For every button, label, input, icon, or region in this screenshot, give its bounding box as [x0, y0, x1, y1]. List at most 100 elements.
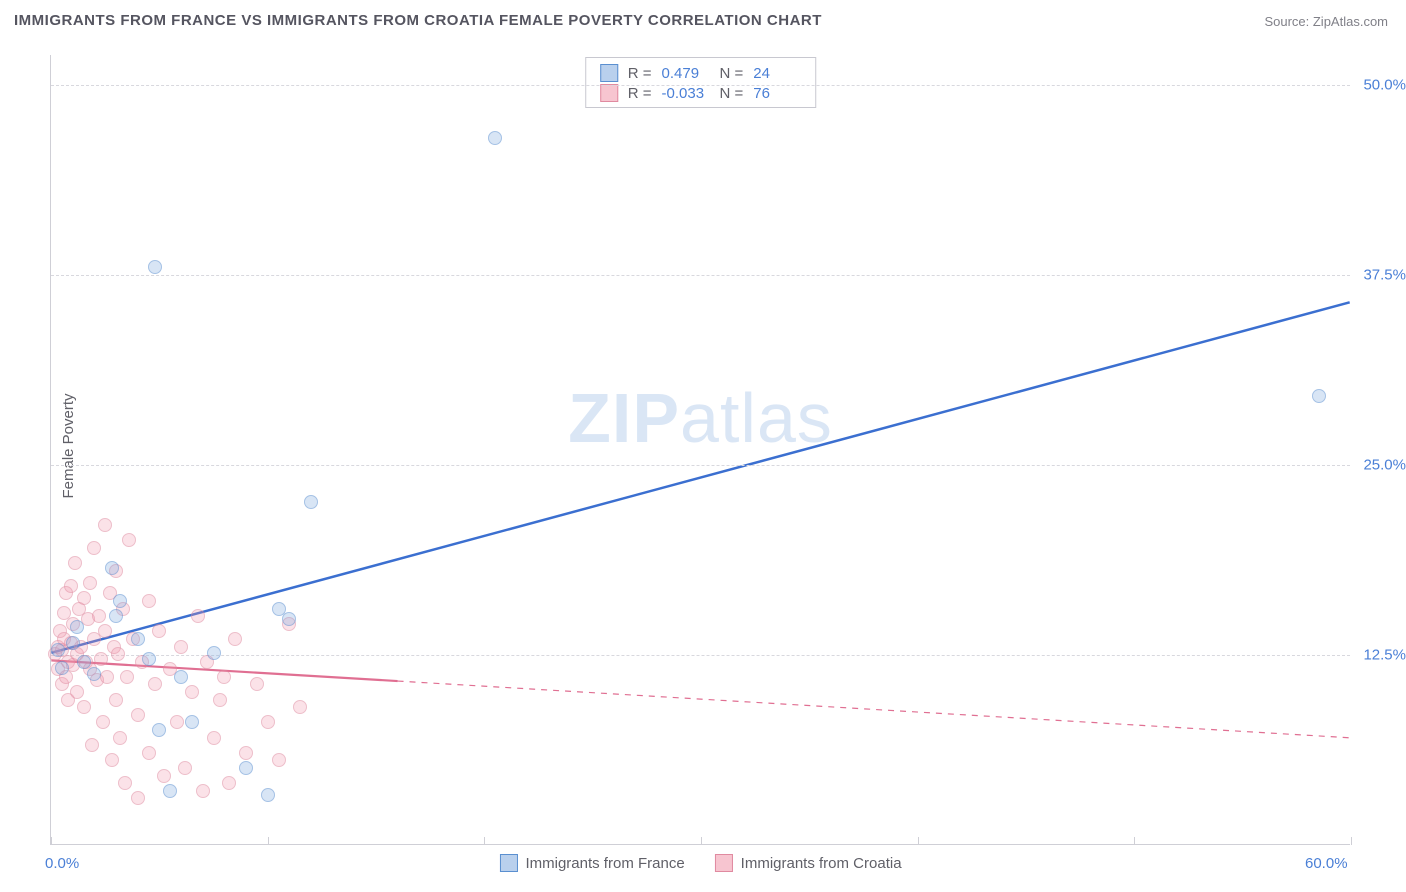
scatter-point	[109, 609, 123, 623]
scatter-point	[51, 643, 65, 657]
scatter-point	[142, 594, 156, 608]
scatter-point	[70, 685, 84, 699]
scatter-point	[163, 784, 177, 798]
scatter-point	[105, 561, 119, 575]
n-value: 76	[753, 85, 801, 102]
scatter-point	[85, 738, 99, 752]
x-tick	[51, 837, 52, 845]
gridline	[51, 655, 1350, 656]
scatter-point	[185, 715, 199, 729]
legend-swatch	[600, 64, 618, 82]
scatter-point	[142, 746, 156, 760]
scatter-point	[152, 723, 166, 737]
x-tick	[1351, 837, 1352, 845]
scatter-point	[282, 612, 296, 626]
scatter-point	[207, 731, 221, 745]
scatter-point	[94, 652, 108, 666]
gridline	[51, 85, 1350, 86]
scatter-point	[131, 791, 145, 805]
scatter-point	[98, 518, 112, 532]
scatter-point	[92, 609, 106, 623]
scatter-point	[148, 260, 162, 274]
scatter-point	[87, 667, 101, 681]
scatter-point	[250, 677, 264, 691]
y-tick-label: 12.5%	[1363, 647, 1406, 664]
scatter-point	[111, 647, 125, 661]
scatter-point	[83, 576, 97, 590]
scatter-point	[213, 693, 227, 707]
r-value: -0.033	[662, 85, 710, 102]
n-label: N =	[720, 65, 744, 82]
series-legend: Immigrants from France Immigrants from Cr…	[499, 854, 901, 872]
x-tick	[918, 837, 919, 845]
scatter-point	[261, 715, 275, 729]
scatter-point	[120, 670, 134, 684]
x-tick-label: 0.0%	[45, 855, 79, 872]
scatter-point	[66, 636, 80, 650]
scatter-point	[222, 776, 236, 790]
gridline	[51, 275, 1350, 276]
trend-line-dashed	[398, 681, 1350, 738]
legend-swatch	[499, 854, 517, 872]
scatter-point	[105, 753, 119, 767]
scatter-point	[239, 746, 253, 760]
scatter-point	[217, 670, 231, 684]
scatter-point	[170, 715, 184, 729]
r-value: 0.479	[662, 65, 710, 82]
trend-line-solid	[51, 302, 1349, 652]
scatter-point	[142, 652, 156, 666]
legend-label: Immigrants from Croatia	[741, 855, 902, 872]
y-tick-label: 37.5%	[1363, 267, 1406, 284]
scatter-point	[272, 753, 286, 767]
n-label: N =	[720, 85, 744, 102]
watermark: ZIPatlas	[568, 378, 833, 458]
x-tick	[701, 837, 702, 845]
scatter-point	[109, 693, 123, 707]
scatter-point	[77, 655, 91, 669]
chart-title: IMMIGRANTS FROM FRANCE VS IMMIGRANTS FRO…	[14, 12, 822, 29]
scatter-point	[77, 591, 91, 605]
legend-label: Immigrants from France	[525, 855, 684, 872]
scatter-point	[304, 495, 318, 509]
scatter-point	[87, 541, 101, 555]
scatter-point	[100, 670, 114, 684]
scatter-point	[122, 533, 136, 547]
scatter-point	[70, 620, 84, 634]
scatter-point	[131, 632, 145, 646]
scatter-point	[118, 776, 132, 790]
x-tick	[268, 837, 269, 845]
legend-item: Immigrants from France	[499, 854, 684, 872]
scatter-point	[261, 788, 275, 802]
stats-legend: R = 0.479N = 24R = -0.033N = 76	[585, 57, 817, 108]
x-tick	[484, 837, 485, 845]
scatter-point	[77, 700, 91, 714]
scatter-point	[178, 761, 192, 775]
scatter-point	[185, 685, 199, 699]
scatter-point	[113, 731, 127, 745]
scatter-point	[152, 624, 166, 638]
stats-legend-row: R = 0.479N = 24	[600, 63, 802, 83]
legend-item: Immigrants from Croatia	[715, 854, 902, 872]
watermark-rest: atlas	[680, 379, 833, 457]
scatter-point	[174, 670, 188, 684]
scatter-point	[1312, 389, 1326, 403]
scatter-point	[191, 609, 205, 623]
x-tick-label: 60.0%	[1305, 855, 1348, 872]
scatter-point	[157, 769, 171, 783]
x-tick	[1134, 837, 1135, 845]
n-value: 24	[753, 65, 801, 82]
gridline	[51, 465, 1350, 466]
scatter-point	[113, 594, 127, 608]
scatter-point	[96, 715, 110, 729]
watermark-bold: ZIP	[568, 379, 680, 457]
scatter-point	[64, 579, 78, 593]
scatter-point	[293, 700, 307, 714]
y-tick-label: 50.0%	[1363, 77, 1406, 94]
plot-area: ZIPatlas R = 0.479N = 24R = -0.033N = 76…	[50, 55, 1350, 845]
scatter-point	[174, 640, 188, 654]
scatter-point	[98, 624, 112, 638]
scatter-point	[148, 677, 162, 691]
scatter-point	[239, 761, 253, 775]
scatter-point	[55, 661, 69, 675]
scatter-point	[196, 784, 210, 798]
